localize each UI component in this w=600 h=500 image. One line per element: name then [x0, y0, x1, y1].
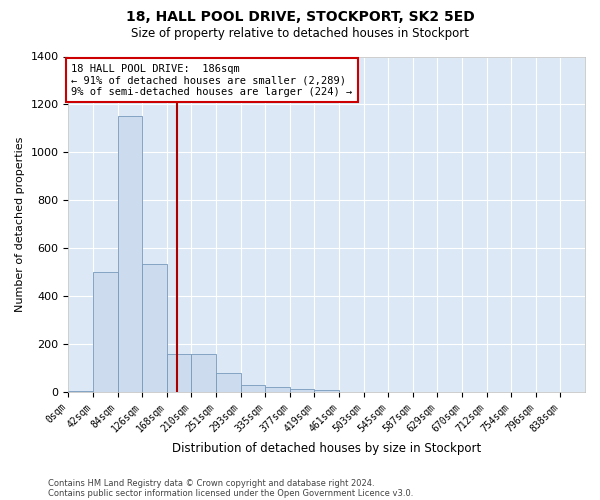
Text: Contains public sector information licensed under the Open Government Licence v3: Contains public sector information licen… — [48, 488, 413, 498]
Bar — [265, 387, 290, 392]
Text: Contains HM Land Registry data © Crown copyright and database right 2024.: Contains HM Land Registry data © Crown c… — [48, 478, 374, 488]
Bar — [68, 390, 93, 392]
Bar — [142, 264, 167, 392]
Y-axis label: Number of detached properties: Number of detached properties — [15, 136, 25, 312]
Bar — [290, 389, 314, 392]
Bar — [216, 373, 241, 392]
Bar — [167, 354, 191, 392]
X-axis label: Distribution of detached houses by size in Stockport: Distribution of detached houses by size … — [172, 442, 481, 455]
Bar — [191, 354, 216, 392]
Bar — [93, 272, 118, 392]
Text: 18, HALL POOL DRIVE, STOCKPORT, SK2 5ED: 18, HALL POOL DRIVE, STOCKPORT, SK2 5ED — [125, 10, 475, 24]
Text: Size of property relative to detached houses in Stockport: Size of property relative to detached ho… — [131, 28, 469, 40]
Bar — [118, 116, 142, 392]
Text: 18 HALL POOL DRIVE:  186sqm
← 91% of detached houses are smaller (2,289)
9% of s: 18 HALL POOL DRIVE: 186sqm ← 91% of deta… — [71, 64, 353, 97]
Bar — [314, 390, 339, 392]
Bar — [241, 385, 265, 392]
